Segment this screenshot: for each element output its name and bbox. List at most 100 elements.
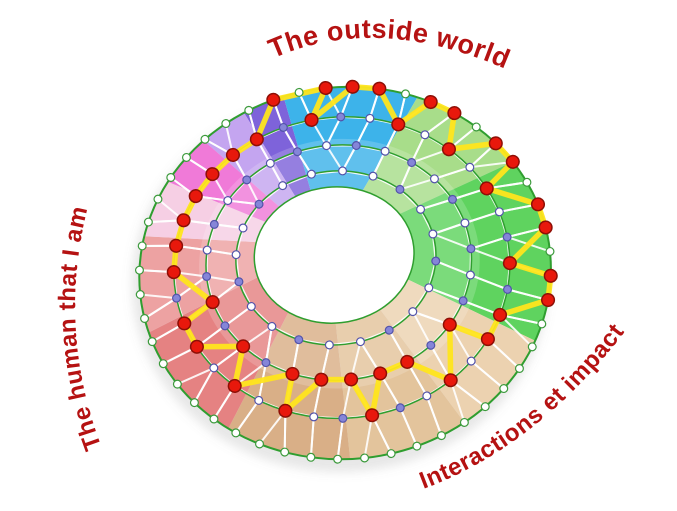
node	[209, 219, 219, 229]
node	[471, 122, 481, 132]
hole	[254, 186, 415, 324]
red-node	[391, 117, 406, 132]
green-ring-line	[235, 170, 437, 346]
web-line	[450, 379, 486, 408]
node	[221, 119, 231, 129]
web-line	[372, 150, 386, 177]
node	[338, 413, 348, 423]
node	[135, 290, 145, 300]
sector-tan	[335, 309, 465, 459]
node	[466, 244, 476, 254]
node	[202, 245, 212, 255]
red-node	[530, 197, 546, 212]
node	[407, 158, 417, 168]
node	[238, 223, 248, 233]
node	[255, 439, 265, 449]
red-node	[540, 292, 556, 308]
web-line	[411, 311, 432, 346]
web-line	[206, 275, 240, 283]
node	[278, 181, 288, 191]
node	[545, 246, 555, 256]
web-line	[245, 179, 260, 205]
node	[200, 134, 210, 144]
node	[140, 314, 150, 324]
node	[294, 335, 304, 345]
node	[436, 431, 446, 441]
node	[137, 241, 147, 251]
node	[244, 105, 254, 115]
node	[395, 403, 405, 413]
red-node	[314, 372, 329, 387]
node	[181, 152, 191, 162]
node	[254, 199, 264, 209]
web-line	[235, 399, 260, 434]
node	[368, 171, 378, 181]
node	[246, 301, 256, 311]
web-line	[410, 134, 426, 163]
web-line	[449, 379, 466, 423]
red-node	[400, 354, 415, 369]
web-line	[325, 116, 342, 147]
red-node	[502, 256, 517, 271]
node	[380, 146, 390, 156]
node	[278, 122, 288, 132]
web-line	[140, 293, 177, 300]
node	[147, 337, 157, 347]
web-line	[309, 416, 315, 458]
node	[202, 271, 212, 281]
node	[458, 296, 468, 306]
web-line	[227, 199, 260, 206]
node	[459, 417, 469, 427]
node	[220, 321, 230, 331]
red-node	[345, 79, 360, 94]
web-line	[325, 145, 344, 172]
red-node	[249, 132, 264, 147]
node	[338, 166, 348, 176]
node	[324, 340, 334, 350]
node	[294, 87, 304, 97]
node	[143, 217, 153, 227]
web-line	[464, 210, 500, 224]
red-node	[488, 136, 503, 151]
web-line	[399, 162, 413, 190]
node	[209, 363, 219, 373]
red-node	[169, 238, 184, 253]
web-line	[469, 160, 513, 169]
node	[522, 177, 532, 187]
red-node	[188, 189, 203, 204]
web-line	[363, 415, 374, 459]
web-line	[470, 236, 508, 250]
node	[351, 141, 361, 151]
red-node	[205, 167, 220, 182]
label-outside-world-text: The outside world	[264, 14, 514, 75]
node	[306, 169, 316, 179]
red-node	[166, 265, 181, 280]
web-line	[214, 223, 244, 230]
node	[494, 207, 504, 217]
red-node	[225, 147, 241, 163]
node	[480, 402, 490, 412]
node	[395, 184, 405, 194]
web-line	[282, 126, 299, 153]
web-line	[371, 414, 393, 455]
web-line	[264, 326, 273, 363]
node	[309, 412, 319, 422]
node	[384, 325, 394, 335]
node	[333, 454, 343, 464]
node	[292, 147, 302, 157]
web-line	[193, 367, 215, 404]
sector-light-tan	[380, 279, 536, 423]
web-line	[144, 297, 178, 320]
red-node	[177, 316, 192, 331]
web-line	[435, 260, 471, 276]
web-line	[206, 249, 237, 256]
red-node	[480, 332, 495, 347]
node	[336, 112, 346, 122]
node	[158, 359, 168, 369]
node	[306, 452, 316, 462]
web-line	[425, 395, 443, 436]
node	[134, 265, 144, 275]
label-human-that-i-am-text: The human that I am	[54, 203, 107, 454]
red-node	[318, 80, 333, 96]
